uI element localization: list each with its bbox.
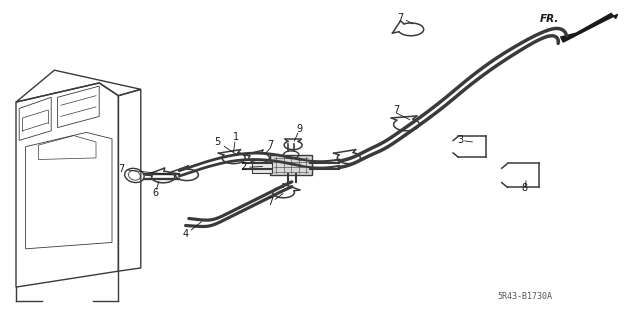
Text: 9: 9 [296,124,303,134]
Text: 7: 7 [118,164,125,174]
Text: 3: 3 [458,135,464,145]
Text: 2: 2 [240,162,246,173]
Text: 7: 7 [268,197,274,207]
Text: 7: 7 [397,12,403,23]
Text: FR.: FR. [540,14,559,24]
Text: 7: 7 [267,140,273,150]
Text: 6: 6 [152,188,159,198]
Polygon shape [561,13,618,42]
Text: 4: 4 [182,229,189,240]
Text: 7: 7 [394,105,400,115]
FancyBboxPatch shape [270,155,312,175]
Text: 8: 8 [522,183,528,193]
Text: 5R43-B1730A: 5R43-B1730A [497,292,552,301]
Text: 5: 5 [214,137,221,147]
FancyBboxPatch shape [252,160,272,173]
Text: 1: 1 [232,132,239,142]
